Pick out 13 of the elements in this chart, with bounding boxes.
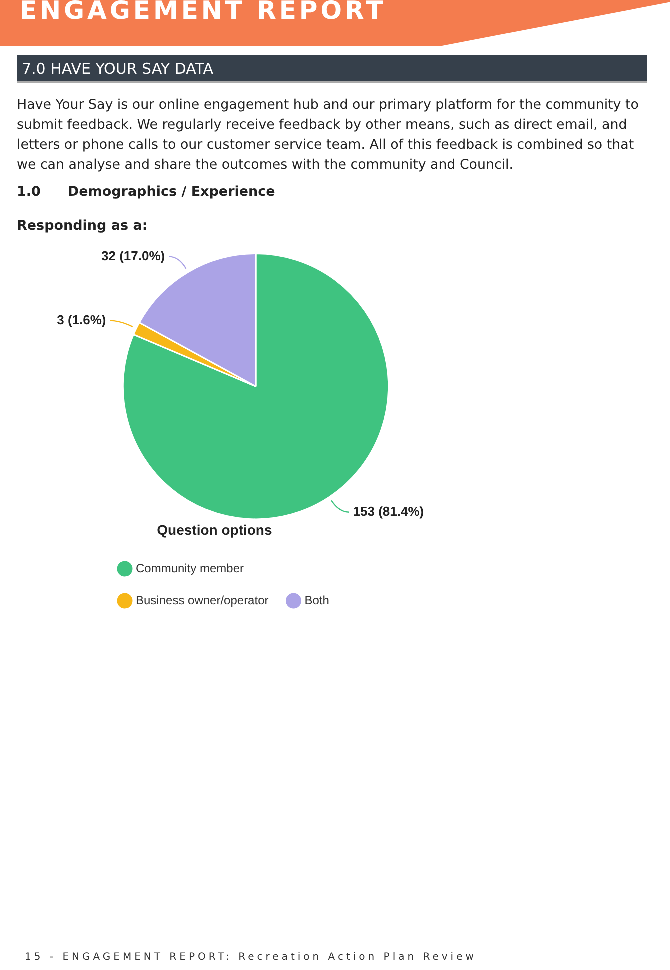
text: ENGAGEMENT REPORT	[20, 0, 386, 25]
text: Have Your Say is our online engagement hub and our primary platform for the community to submit feedback. We regularly receive feedback by other means, such as direct email, and letters or phone calls to our customer service team. All of this feedback is combined so that we can analyse and share the outcomes with the community and Council.	[17, 97, 640, 175]
legend-label: Both	[304, 593, 330, 608]
data-label: 32 (17.0%)	[102, 248, 166, 264]
chart-title: Responding as a:	[17, 218, 148, 234]
legend-label: Community member	[136, 561, 244, 576]
legend-label: Business owner/operator	[136, 593, 269, 608]
legend-title: Question options	[157, 522, 272, 538]
data-label: 3 (1.6%)	[57, 312, 106, 328]
text: 15 - ENGAGEMENT REPORT: Recreation Action Plan Review	[25, 952, 477, 963]
text: 7.0 HAVE YOUR SAY DATA	[17, 55, 647, 83]
text: 1.0 Demographics / Experience	[17, 184, 276, 200]
data-label: 153 (81.4%)	[353, 504, 424, 519]
